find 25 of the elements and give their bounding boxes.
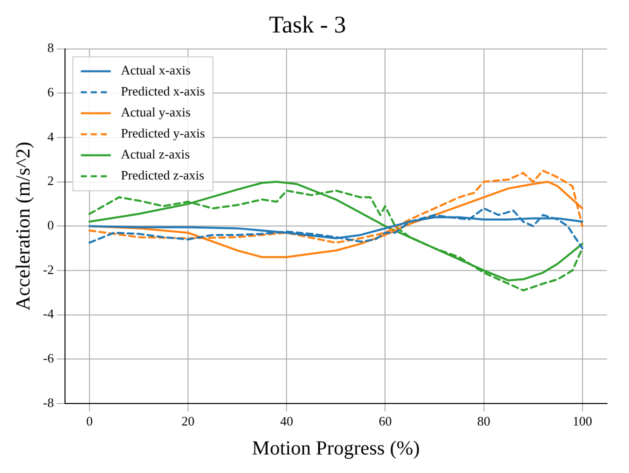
y-tick-label: -4 [42, 306, 54, 322]
legend-label: Predicted y-axis [120, 126, 205, 141]
chart-title: Task - 3 [269, 12, 346, 39]
legend-label: Actual x-axis [120, 62, 190, 78]
y-tick-label: 8 [47, 40, 54, 56]
legend-label: Predicted x-axis [120, 84, 205, 99]
x-tick-label: 20 [182, 414, 195, 429]
line-series [88, 207, 584, 250]
y-axis-title: Acceleration (m/s^2) [12, 142, 34, 310]
legend-label: Actual y-axis [120, 104, 190, 120]
x-tick-label: 60 [378, 414, 392, 429]
x-axis-title: Motion Progress (%) [252, 437, 420, 460]
y-tick-label: -8 [42, 394, 54, 410]
x-tick-label: 100 [572, 414, 592, 429]
y-tick-label: 2 [47, 173, 54, 188]
y-tick-label: -2 [42, 262, 54, 277]
y-tick-label: 4 [47, 128, 54, 144]
legend-label: Actual z-axis [120, 146, 190, 162]
y-tick-label: -6 [42, 350, 54, 366]
x-tick-label: 80 [477, 414, 490, 429]
x-tick-label: 40 [280, 414, 294, 429]
legend-label: Predicted z-axis [120, 168, 204, 183]
x-tick-label: 0 [86, 414, 93, 429]
y-tick-label: 6 [47, 84, 54, 100]
y-tick-label: 0 [47, 218, 54, 233]
